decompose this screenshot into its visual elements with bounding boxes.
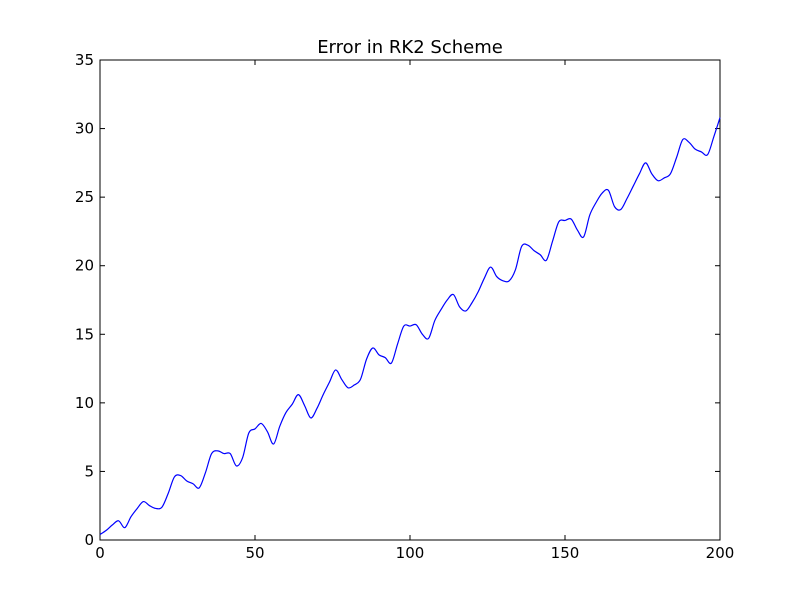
x-tick-label: 100 [396,544,425,562]
y-tick-label: 30 [75,120,94,138]
series-line [99,117,721,536]
plot-area: Error in RK2 Scheme 0 50 100 150 200 0 5 10 15 2… [75,37,734,562]
x-tick-label: 0 [95,544,105,562]
x-tick-label: 150 [551,544,580,562]
y-tick-label: 20 [75,257,94,275]
x-tick-label: 200 [706,544,735,562]
y-tick-label: 5 [84,462,94,480]
y-tick-label: 0 [84,531,94,549]
y-tick-label: 10 [75,394,94,412]
y-tick-label: 35 [75,51,94,69]
y-axis: 0 5 10 15 20 25 30 35 [75,51,720,549]
y-tick-label: 25 [75,188,94,206]
x-tick-label: 50 [245,544,264,562]
chart-title: Error in RK2 Scheme [317,37,503,58]
y-tick-label: 15 [75,325,94,343]
x-axis: 0 50 100 150 200 [95,60,734,562]
